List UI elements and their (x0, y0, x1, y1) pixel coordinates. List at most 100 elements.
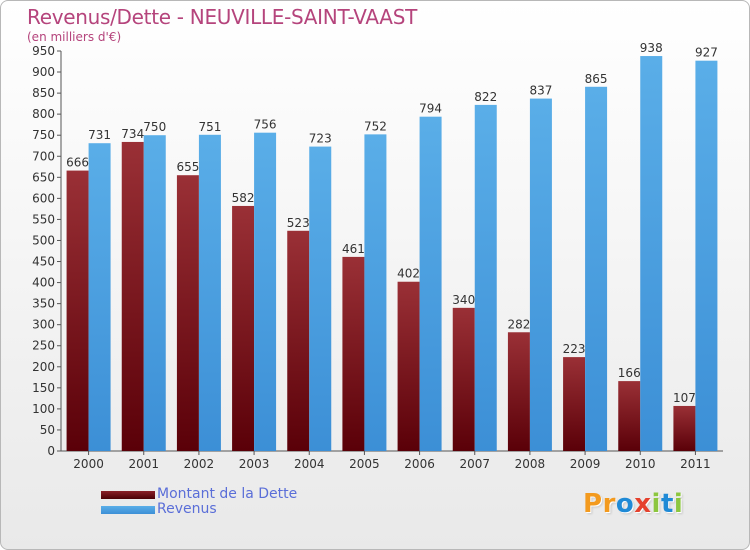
data-label: 166 (618, 366, 641, 380)
bars (66, 56, 718, 452)
logo-letter: o (615, 489, 635, 519)
x-tick-label: 2002 (184, 457, 215, 471)
bar-revenus (529, 98, 552, 451)
bar-revenus (695, 60, 718, 452)
y-tick-label: 150 (32, 381, 55, 395)
bar-revenus (143, 135, 166, 452)
logo-letter: t (660, 489, 674, 519)
y-tick-label: 800 (32, 107, 55, 121)
x-axis: 2000 2001 2002 2003 2004 2005 2006 2007 2008 2009… (61, 450, 723, 471)
data-label: 731 (88, 128, 111, 142)
data-label: 865 (585, 72, 608, 86)
y-tick-label: 600 (32, 191, 55, 205)
data-label: 756 (254, 118, 277, 132)
y-tick-label: 450 (32, 255, 55, 269)
y-tick-label: 400 (32, 276, 55, 290)
data-label: 282 (507, 317, 530, 331)
data-label: 750 (143, 120, 166, 134)
bar-revenus (309, 146, 332, 451)
y-tick-label: 250 (32, 339, 55, 353)
logo-letter: i (673, 489, 684, 519)
data-label: 655 (176, 160, 199, 174)
y-tick-label: 750 (32, 128, 55, 142)
bar-revenus (640, 56, 663, 451)
bar-dette (342, 256, 365, 451)
x-tick-label: 2003 (239, 457, 270, 471)
chart-subtitle: (en milliers d'€) (27, 30, 122, 44)
bar-revenus (88, 143, 111, 452)
data-labels: 666 734 655 582 523 461 402 340 282 223 166 107 731 7… (66, 41, 718, 405)
x-tick-label: 2008 (515, 457, 546, 471)
x-tick-label: 2007 (459, 457, 490, 471)
bar-dette (232, 205, 255, 451)
chart-title: Revenus/Dette - NEUVILLE-SAINT-VAAST (27, 5, 418, 29)
data-label: 402 (397, 267, 420, 281)
data-label: 666 (66, 156, 89, 170)
y-tick-label: 100 (32, 402, 55, 416)
data-label: 822 (474, 90, 497, 104)
bar-dette (176, 175, 199, 452)
x-tick-label: 2000 (73, 457, 104, 471)
data-label: 794 (419, 102, 442, 116)
bar-dette (287, 230, 310, 451)
bar-dette (563, 357, 586, 451)
bar-revenus (419, 116, 442, 452)
y-tick-label: 700 (32, 149, 55, 163)
proxiti-logo: Proxiti (583, 489, 683, 519)
logo-letter: x (634, 489, 652, 519)
y-tick-label: 900 (32, 65, 55, 79)
logo-letter: r (602, 489, 616, 519)
data-label: 927 (695, 46, 718, 60)
bar-revenus (585, 86, 608, 451)
logo-letter: P (583, 489, 603, 519)
y-tick-label: 50 (40, 423, 55, 437)
y-tick-label: 350 (32, 297, 55, 311)
x-tick-label: 2001 (128, 457, 159, 471)
bar-dette (507, 332, 530, 451)
y-tick-label: 200 (32, 360, 55, 374)
x-tick-label: 2005 (349, 457, 380, 471)
y-tick-label: 850 (32, 86, 55, 100)
bar-revenus (474, 104, 497, 451)
y-tick-label: 300 (32, 318, 55, 332)
data-label: 938 (640, 41, 663, 55)
bar-revenus (364, 134, 387, 452)
bar-dette (66, 170, 89, 451)
logo-letter: i (651, 489, 661, 519)
y-axis: 0 50 100 150 200 250 300 350 400 450 500 550 600 650 7… (32, 44, 62, 458)
y-tick-label: 500 (32, 233, 55, 247)
x-tick-label: 2010 (625, 457, 656, 471)
y-tick-label: 0 (47, 444, 55, 458)
y-tick-label: 650 (32, 170, 55, 184)
legend-label-dette: Montant de la Dette (157, 486, 298, 502)
bar-dette (673, 405, 696, 451)
data-label: 837 (529, 84, 552, 98)
data-label: 723 (309, 132, 332, 146)
x-tick-label: 2011 (680, 457, 711, 471)
data-label: 523 (287, 216, 310, 230)
data-label: 752 (364, 119, 387, 133)
x-tick-label: 2004 (294, 457, 325, 471)
data-label: 751 (198, 120, 221, 134)
x-tick-label: 2009 (570, 457, 601, 471)
legend-swatch-dette (101, 491, 155, 499)
data-label: 582 (232, 191, 255, 205)
bar-dette (121, 141, 144, 451)
x-tick-label: 2006 (404, 457, 435, 471)
bar-dette (397, 281, 420, 451)
data-label: 340 (452, 293, 475, 307)
y-tick-label: 950 (32, 44, 55, 58)
bar-dette (452, 307, 475, 451)
y-tick-label: 550 (32, 212, 55, 226)
bar-revenus (198, 134, 221, 451)
data-label: 107 (673, 391, 696, 405)
data-label: 223 (563, 342, 586, 356)
legend-label-revenus: Revenus (157, 501, 217, 517)
data-label: 734 (121, 127, 144, 141)
data-label: 461 (342, 242, 365, 256)
legend-swatch-revenus (101, 506, 155, 514)
bar-revenus (254, 132, 277, 451)
bar-dette (618, 381, 641, 451)
